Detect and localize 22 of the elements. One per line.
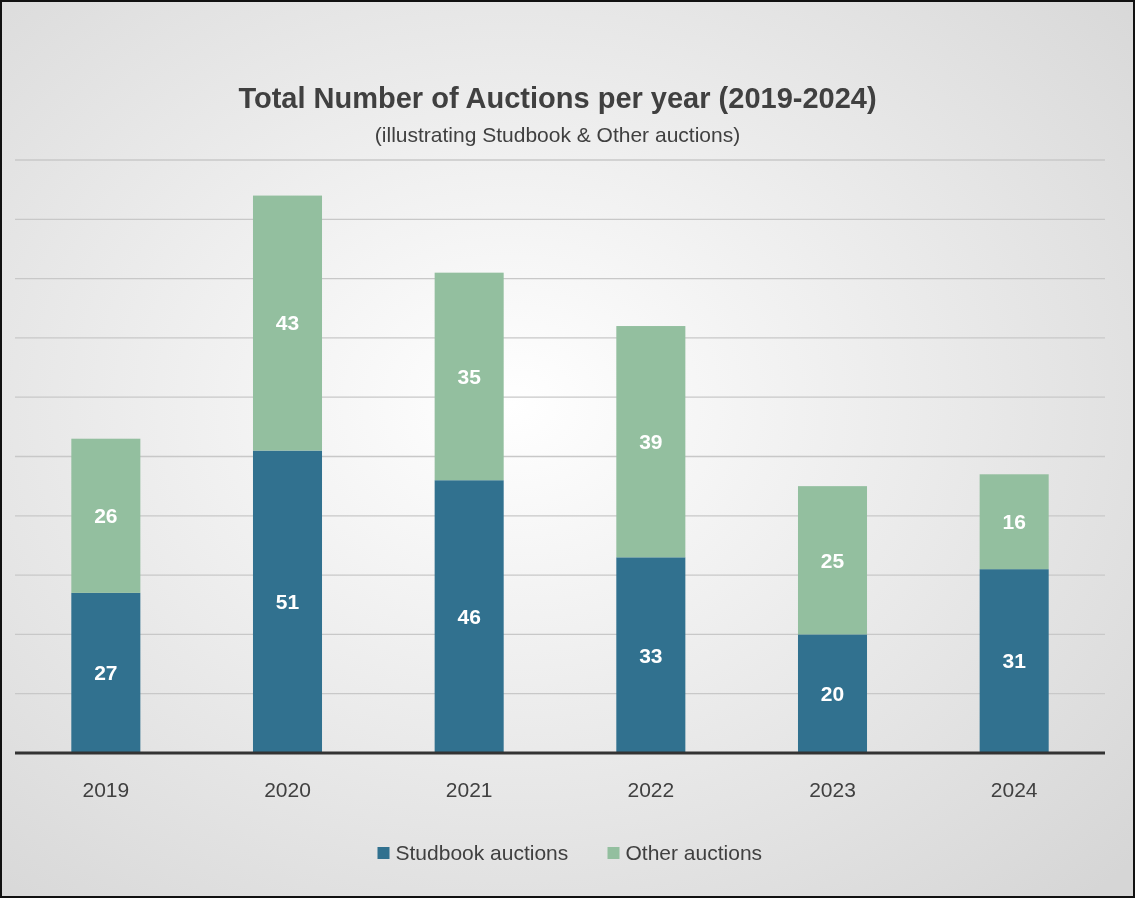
chart-subtitle: (illustrating Studbook & Other auctions)	[374, 123, 741, 146]
x-tick-label: 2023	[809, 778, 856, 801]
x-tick-label: 2024	[990, 778, 1038, 801]
data-label: 35	[457, 364, 482, 388]
data-label: 20	[820, 682, 845, 706]
data-label: 46	[457, 604, 481, 628]
legend-label: Other auctions	[625, 841, 763, 865]
data-label: 25	[820, 548, 845, 572]
x-tick-label: 2022	[627, 778, 675, 801]
chart-title: Total Number of Auctions per year (2019-2024)	[238, 82, 877, 114]
data-label: 31	[1002, 649, 1027, 673]
legend-label: Studbook auctions	[395, 841, 569, 865]
data-label: 27	[94, 661, 118, 685]
data-label: 16	[1002, 510, 1026, 534]
data-label: 33	[639, 643, 663, 667]
x-tick-label: 2019	[82, 778, 130, 801]
data-label: 39	[639, 430, 663, 454]
x-tick-label: 2020	[264, 778, 311, 801]
data-label: 43	[275, 311, 300, 335]
data-label: 51	[275, 590, 300, 614]
data-label: 26	[94, 504, 118, 528]
x-tick-label: 2021	[445, 778, 493, 801]
